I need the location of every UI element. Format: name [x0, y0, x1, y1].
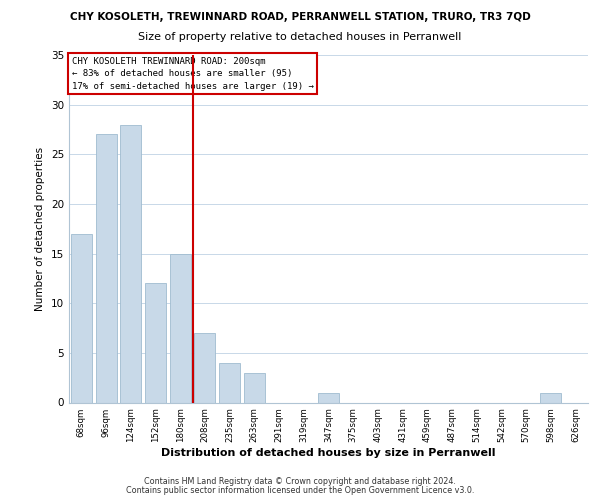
- Text: CHY KOSOLETH, TREWINNARD ROAD, PERRANWELL STATION, TRURO, TR3 7QD: CHY KOSOLETH, TREWINNARD ROAD, PERRANWEL…: [70, 12, 530, 22]
- Text: Contains HM Land Registry data © Crown copyright and database right 2024.: Contains HM Land Registry data © Crown c…: [144, 477, 456, 486]
- Text: Contains public sector information licensed under the Open Government Licence v3: Contains public sector information licen…: [126, 486, 474, 495]
- Bar: [541, 392, 562, 402]
- Bar: [145, 284, 166, 403]
- Y-axis label: Number of detached properties: Number of detached properties: [35, 146, 46, 311]
- Bar: [71, 234, 92, 402]
- Bar: [120, 124, 141, 402]
- Text: CHY KOSOLETH TREWINNARD ROAD: 200sqm
← 83% of detached houses are smaller (95)
1: CHY KOSOLETH TREWINNARD ROAD: 200sqm ← 8…: [71, 56, 313, 90]
- Bar: [95, 134, 116, 402]
- X-axis label: Distribution of detached houses by size in Perranwell: Distribution of detached houses by size …: [161, 448, 496, 458]
- Bar: [318, 392, 339, 402]
- Bar: [194, 333, 215, 402]
- Bar: [244, 372, 265, 402]
- Bar: [170, 254, 191, 402]
- Bar: [219, 363, 240, 403]
- Text: Size of property relative to detached houses in Perranwell: Size of property relative to detached ho…: [139, 32, 461, 42]
